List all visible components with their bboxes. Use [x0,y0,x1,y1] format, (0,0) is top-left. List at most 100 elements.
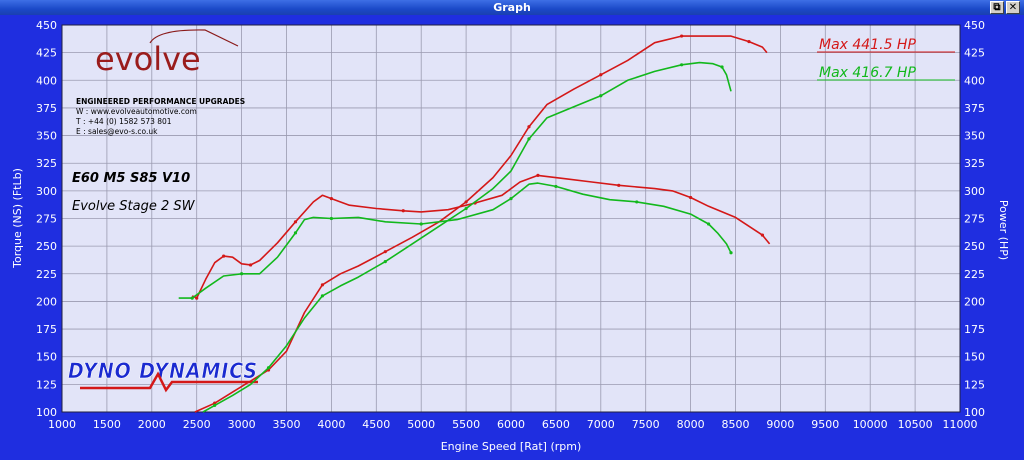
y-tick-label-right: 375 [964,102,985,115]
x-tick-label: 8000 [677,418,705,431]
green-torque-curve-point [554,184,558,189]
green-power-curve-point [464,206,468,211]
y-tick-label-right: 125 [964,378,985,391]
green-power-curve-point [527,137,531,141]
x-tick-label: 4000 [317,418,345,431]
green-torque-curve-point [509,196,513,201]
y-tick-label-right: 100 [964,406,985,419]
red-torque-curve-point [222,254,226,258]
y-tick-label-left: 325 [36,157,57,170]
green-torque-curve [178,182,732,299]
red-power-curve-point [527,125,531,129]
y-tick-label-right: 225 [964,268,985,281]
x-tick-labels: 1000 1500 2000 2500 3000 3500 4000 4500 5000 5500… [48,418,978,431]
legend-red-max: Max 441.5 HP [819,37,916,53]
x-tick-label: 3000 [228,418,256,431]
y-tick-labels-left: 100 125 150 175 200 225 250 275 300 325 350 375 400 4… [36,19,57,419]
y-tick-label-left: 450 [36,19,57,32]
red-power-curve-point [464,200,468,204]
y-tick-label-left: 200 [36,295,57,308]
red-torque-curve-point [401,209,405,213]
evolve-logo-swoosh [149,29,239,47]
legend-green-max: Max 416.7 HP [819,65,916,81]
y-tick-label-right: 450 [964,19,985,32]
car-model-label: E60 M5 S85 V10 [72,171,190,186]
evolve-tagline: ENGINEERED PERFORMANCE UPGRADES [76,97,245,106]
red-torque-curve-point [689,195,693,200]
green-power-curve-point [720,65,724,69]
x-tick-label: 7000 [587,418,615,431]
x-tick-label: 9000 [766,418,794,431]
y-tick-label-right: 175 [964,323,985,336]
x-tick-label: 2000 [138,418,166,431]
x-tick-label: 9500 [811,418,839,431]
green-torque-curve-point [635,200,639,204]
red-power-curve-point [680,34,684,38]
grid [61,24,961,413]
red-torque-curve-point [293,220,298,224]
y-axis-label-left: Torque (NS) (FtLb) [11,168,24,269]
window-title: Graph [493,1,531,14]
title-bar: Graph ⧉ ✕ [0,0,1024,15]
restore-icon[interactable]: ⧉ [990,1,1004,14]
green-torque-curve-point [240,272,244,276]
tune-stage-label: Evolve Stage 2 SW [72,199,196,214]
green-torque-curve-point [293,231,298,235]
x-tick-label: 2500 [183,418,211,431]
y-tick-label-right: 400 [964,74,985,87]
x-tick-label: 1500 [93,418,121,431]
y-tick-label-left: 250 [36,240,57,253]
contact-email: E : sales@evo-s.co.uk [76,127,158,136]
y-tick-label-left: 425 [36,47,57,60]
red-torque-curve-point [248,263,253,267]
y-tick-label-right: 350 [964,130,985,143]
red-power-curve-point [383,250,387,254]
green-power-curve-point [213,403,217,407]
y-tick-label-right: 250 [964,240,985,253]
x-tick-label: 3500 [273,418,301,431]
y-tick-label-left: 150 [36,351,57,364]
y-tick-label-left: 350 [36,130,57,143]
dyno-logo-trace [80,371,258,393]
green-power-curve-point [599,94,603,98]
y-axis-label-right: Power (HP) [997,200,1010,260]
dyno-logo-text: DYNO DYNAMICS [68,359,258,383]
y-tick-label-right: 200 [964,295,985,308]
plot-border [61,24,961,413]
y-tick-label-left: 175 [36,323,57,336]
red-power-curve-point [599,73,603,77]
green-power-curve-point [383,260,387,264]
y-tick-labels-right: 100 125 150 175 200 225 250 275 300 325 350 375 400 4… [964,19,985,419]
x-tick-label: 6000 [497,418,525,431]
green-power-curve-point [320,294,325,298]
x-tick-label: 1000 [48,418,76,431]
green-power-curve-point [266,366,271,370]
x-tick-label: 8500 [722,418,750,431]
red-power-curve-point [213,401,217,405]
red-torque-curve-point [536,173,540,177]
y-tick-label-right: 275 [964,213,985,226]
green-power-curve [202,61,732,413]
contact-web: W : www.evolveautomotive.com [76,107,197,116]
y-tick-label-left: 225 [36,268,57,281]
y-tick-label-right: 150 [964,351,985,364]
x-tick-label: 11000 [943,418,978,431]
y-tick-label-left: 300 [36,185,57,198]
green-power-curve-point [680,63,684,67]
contact-phone: T : +44 (0) 1582 573 801 [75,117,172,126]
y-tick-label-left: 400 [36,74,57,87]
x-tick-label: 10000 [853,418,888,431]
evolve-logo: evolve ENGINEERED PERFORMANCE UPGRADES [76,29,245,106]
close-icon[interactable]: ✕ [1006,1,1020,14]
green-torque-curve-point [729,251,733,255]
green-torque-curve-point [706,222,711,226]
green-torque-curve-point [419,222,423,226]
y-tick-label-right: 300 [964,185,985,198]
red-torque-curve-point [195,296,199,300]
x-axis-label: Engine Speed [Rat] (rpm) [441,440,582,453]
green-torque-curve-point [190,296,194,300]
red-torque-curve-point [760,233,765,237]
red-torque-curve-point [329,196,333,201]
y-tick-label-right: 325 [964,157,985,170]
